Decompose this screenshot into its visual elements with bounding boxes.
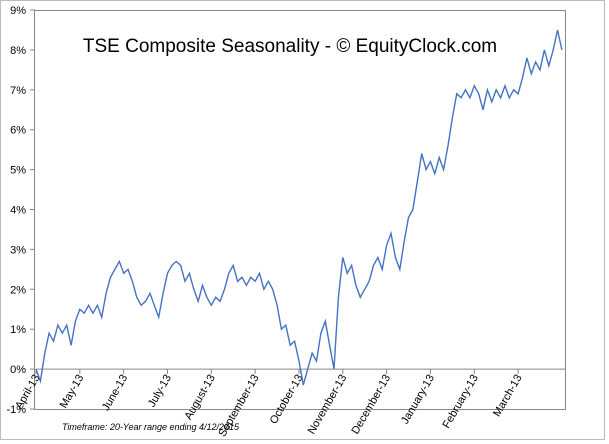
y-tick-label: 5% — [10, 165, 26, 177]
y-tick-label: 0% — [10, 364, 26, 376]
y-tick-label: 6% — [10, 125, 26, 137]
data-line — [35, 29, 563, 386]
y-tick-label: 4% — [10, 205, 26, 217]
y-tick-label: 7% — [10, 85, 26, 97]
chart-title: TSE Composite Seasonality - © EquityCloc… — [83, 36, 497, 57]
y-tick-label: 2% — [10, 284, 26, 296]
y-tick-label: 1% — [10, 324, 26, 336]
y-tick-label: 3% — [10, 244, 26, 256]
y-tick-label: 9% — [10, 5, 26, 17]
y-tick-label: -1% — [6, 404, 26, 416]
y-tick-label: 8% — [10, 45, 26, 57]
footnote: Timeframe: 20-Year range ending 4/12/201… — [62, 422, 240, 432]
